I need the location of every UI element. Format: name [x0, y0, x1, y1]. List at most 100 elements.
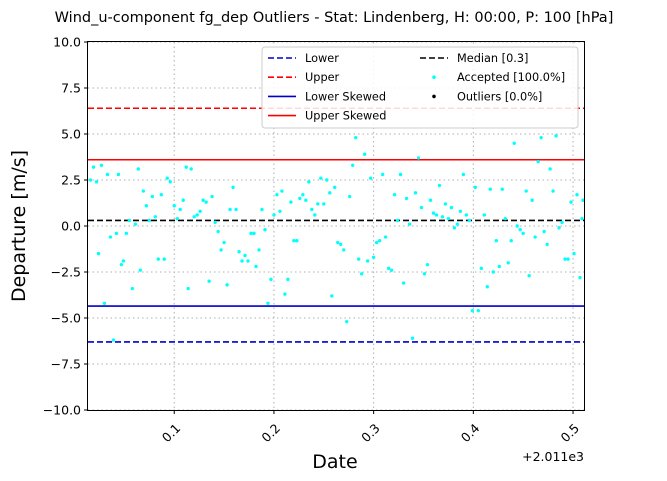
accepted-point [386, 266, 391, 271]
accepted-point [301, 193, 305, 197]
legend-label: Lower [305, 52, 339, 65]
accepted-point [156, 257, 160, 261]
accepted-point [178, 207, 182, 212]
accepted-point [96, 251, 101, 256]
accepted-point [102, 301, 107, 305]
accepted-point [539, 135, 543, 140]
reference-lines [88, 107, 584, 343]
y-tick-label: −10.0 [43, 403, 81, 418]
x-tick-label: 0.2 [258, 420, 283, 445]
legend: Lower Upper Lower Skewed Upper Skewed Median… [261, 46, 579, 129]
accepted-point [494, 239, 498, 243]
accepted-point [210, 194, 214, 199]
accepted-point [322, 202, 326, 206]
accepted-point [554, 134, 558, 138]
accepted-point [286, 277, 290, 282]
y-tick-label: 10.0 [53, 35, 81, 50]
accepted-point [105, 172, 110, 177]
accepted-point [263, 227, 267, 232]
x-tick-label: 0.5 [558, 420, 583, 445]
accepted-point [289, 200, 293, 204]
accepted-point [512, 141, 516, 145]
accepted-point [186, 286, 190, 291]
accepted-point [198, 209, 202, 213]
accepted-point [150, 194, 155, 199]
accepted-point [136, 167, 141, 171]
accepted-point [503, 216, 507, 221]
accepted-point [184, 165, 188, 169]
accepted-point [121, 259, 126, 263]
accepted-point [479, 266, 484, 271]
accepted-point [524, 189, 528, 193]
accepted-point [298, 196, 302, 201]
accepted-point [533, 235, 537, 239]
accepted-point [252, 231, 256, 236]
accepted-point [328, 191, 332, 195]
accepted-point [410, 336, 415, 340]
accepted-point [254, 264, 258, 269]
legend-marker [432, 75, 436, 79]
accepted-point [581, 198, 585, 202]
accepted-point [333, 185, 337, 190]
accepted-point [348, 194, 352, 199]
accepted-point [204, 200, 208, 204]
accepted-point [527, 273, 531, 278]
accepted-point [165, 176, 169, 180]
accepted-point [467, 218, 472, 223]
x-axis-label: Date [312, 451, 357, 473]
accepted-point [108, 235, 113, 239]
y-tick-label: −2.5 [51, 265, 81, 280]
accepted-point [192, 215, 196, 219]
legend-marker [432, 94, 436, 99]
y-tick-label: −7.5 [51, 357, 81, 372]
x-tick-label: 0.4 [458, 420, 483, 445]
accepted-point [356, 257, 361, 261]
accepted-point [275, 193, 279, 197]
accepted-point [458, 209, 463, 213]
y-tick-label: 7.5 [61, 81, 81, 96]
accepted-point [228, 207, 232, 212]
accepted-point [116, 172, 121, 177]
accepted-point [428, 198, 433, 202]
accepted-point [99, 163, 104, 167]
accepted-point [330, 294, 334, 298]
y-tick-label: 2.5 [61, 173, 81, 188]
accepted-point [280, 189, 284, 193]
accepted-point [307, 180, 311, 184]
accepted-point [560, 220, 564, 225]
chart-title: Wind_u-component fg_dep Outliers - Stat:… [55, 10, 614, 26]
accepted-point [138, 268, 143, 272]
accepted-point [345, 319, 349, 324]
accepted-point [359, 272, 364, 276]
accepted-point [563, 257, 567, 261]
accepted-point [395, 218, 400, 223]
accepted-point [225, 283, 229, 287]
accepted-point [404, 196, 409, 201]
accepted-point [518, 227, 522, 232]
accepted-point [219, 248, 223, 252]
accepted-point [272, 213, 276, 217]
accepted-point [497, 264, 501, 269]
accepted-point [572, 251, 576, 256]
accepted-point [383, 235, 388, 239]
accepted-point [278, 209, 282, 213]
accepted-point [407, 222, 412, 226]
accepted-point [362, 152, 367, 156]
accepted-point [368, 176, 373, 180]
accepted-point [266, 301, 270, 305]
accepted-point [319, 176, 323, 180]
accepted-point [237, 250, 241, 254]
accepted-point [114, 231, 119, 236]
accepted-point [257, 248, 261, 252]
accepted-point [470, 308, 475, 313]
accepted-point [130, 286, 135, 291]
accepted-point [580, 216, 584, 221]
accepted-point [434, 213, 439, 217]
accepted-point [419, 205, 424, 210]
accepted-point [234, 207, 238, 212]
accepted-point [295, 239, 299, 243]
accepted-point [316, 202, 320, 206]
x-tick-label: 0.1 [159, 420, 184, 445]
accepted-point [350, 163, 355, 167]
